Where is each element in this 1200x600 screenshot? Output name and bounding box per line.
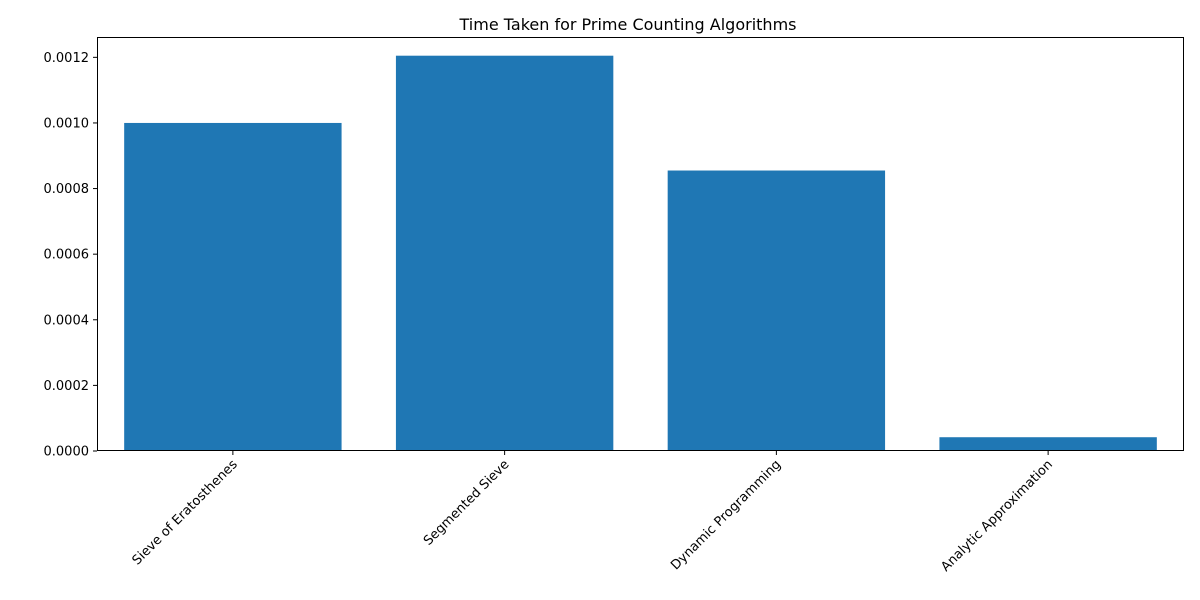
x-tick-label-3: Analytic Approximation	[938, 457, 1056, 575]
x-axis: Sieve of Eratosthenes Segmented Sieve Dyna…	[130, 451, 1056, 575]
y-tick-label-6: 0.0012	[44, 51, 90, 66]
y-tick-label-5: 0.0010	[44, 116, 90, 131]
plot-frame	[97, 37, 1184, 451]
y-tick-label-2: 0.0004	[44, 313, 90, 328]
bar-2	[667, 170, 886, 451]
y-tick-label-0: 0.0000	[44, 445, 90, 460]
y-axis: 0.0000 0.0002 0.0004 0.0006 0.0008 0.0010 0.00…	[44, 51, 97, 460]
chart-title: Time Taken for Prime Counting Algorithms	[459, 15, 797, 34]
x-tick-label-0: Sieve of Eratosthenes	[130, 457, 241, 568]
x-tick-label-1: Segmented Sieve	[421, 457, 513, 549]
y-tick-label-1: 0.0002	[44, 379, 90, 394]
bar-3	[939, 437, 1157, 451]
y-tick-label-4: 0.0008	[44, 182, 90, 197]
bars-group	[124, 55, 1157, 452]
x-tick-label-2: Dynamic Programming	[668, 457, 784, 573]
y-tick-label-3: 0.0006	[44, 248, 90, 263]
bar-0	[124, 122, 342, 452]
bar-1	[395, 55, 614, 452]
